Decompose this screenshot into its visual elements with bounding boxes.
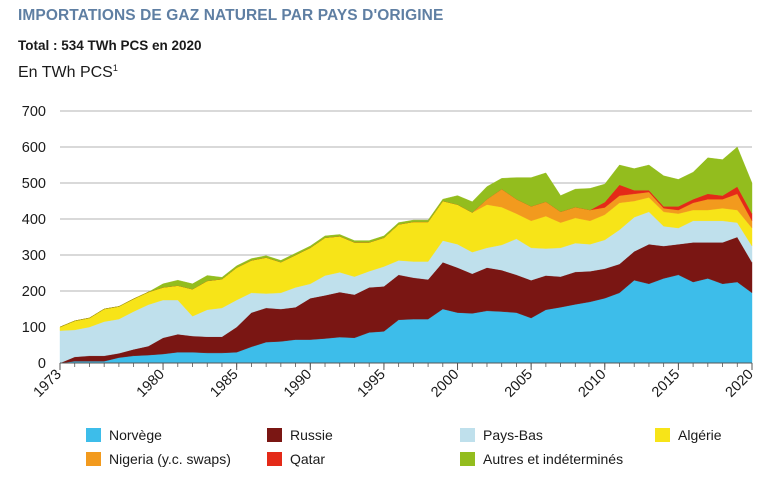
chart-subtitle: Total : 534 TWh PCS en 2020 xyxy=(18,38,202,53)
area-autres-et-indetermines xyxy=(59,146,753,328)
y-tick-label: 700 xyxy=(22,104,46,120)
unit-text: En TWh PCS xyxy=(18,64,113,81)
y-tick-label: 500 xyxy=(22,176,46,192)
x-tick-label: 2015 xyxy=(649,367,683,401)
y-tick-label: 100 xyxy=(22,320,46,336)
x-tick-label: 2010 xyxy=(575,367,609,401)
x-tick-label: 1980 xyxy=(134,367,168,401)
unit-label: En TWh PCS1 xyxy=(18,63,118,82)
x-tick-label: 2020 xyxy=(723,367,757,401)
chart-title: IMPORTATIONS DE GAZ NATUREL PAR PAYS D'O… xyxy=(18,7,444,24)
x-tick-label: 1985 xyxy=(207,367,241,401)
x-tick-label: 2005 xyxy=(502,367,536,401)
x-tick-label: 2000 xyxy=(428,367,462,401)
unit-footnote: 1 xyxy=(112,63,118,73)
y-tick-label: 300 xyxy=(22,248,46,264)
x-tick-label: 1990 xyxy=(281,367,315,401)
y-tick-label: 600 xyxy=(22,140,46,156)
y-tick-label: 400 xyxy=(22,212,46,228)
x-tick-label: 1995 xyxy=(355,367,389,401)
y-tick-label: 200 xyxy=(22,284,46,300)
y-tick-label: 0 xyxy=(38,356,46,372)
x-tick-label: 1973 xyxy=(31,367,65,401)
